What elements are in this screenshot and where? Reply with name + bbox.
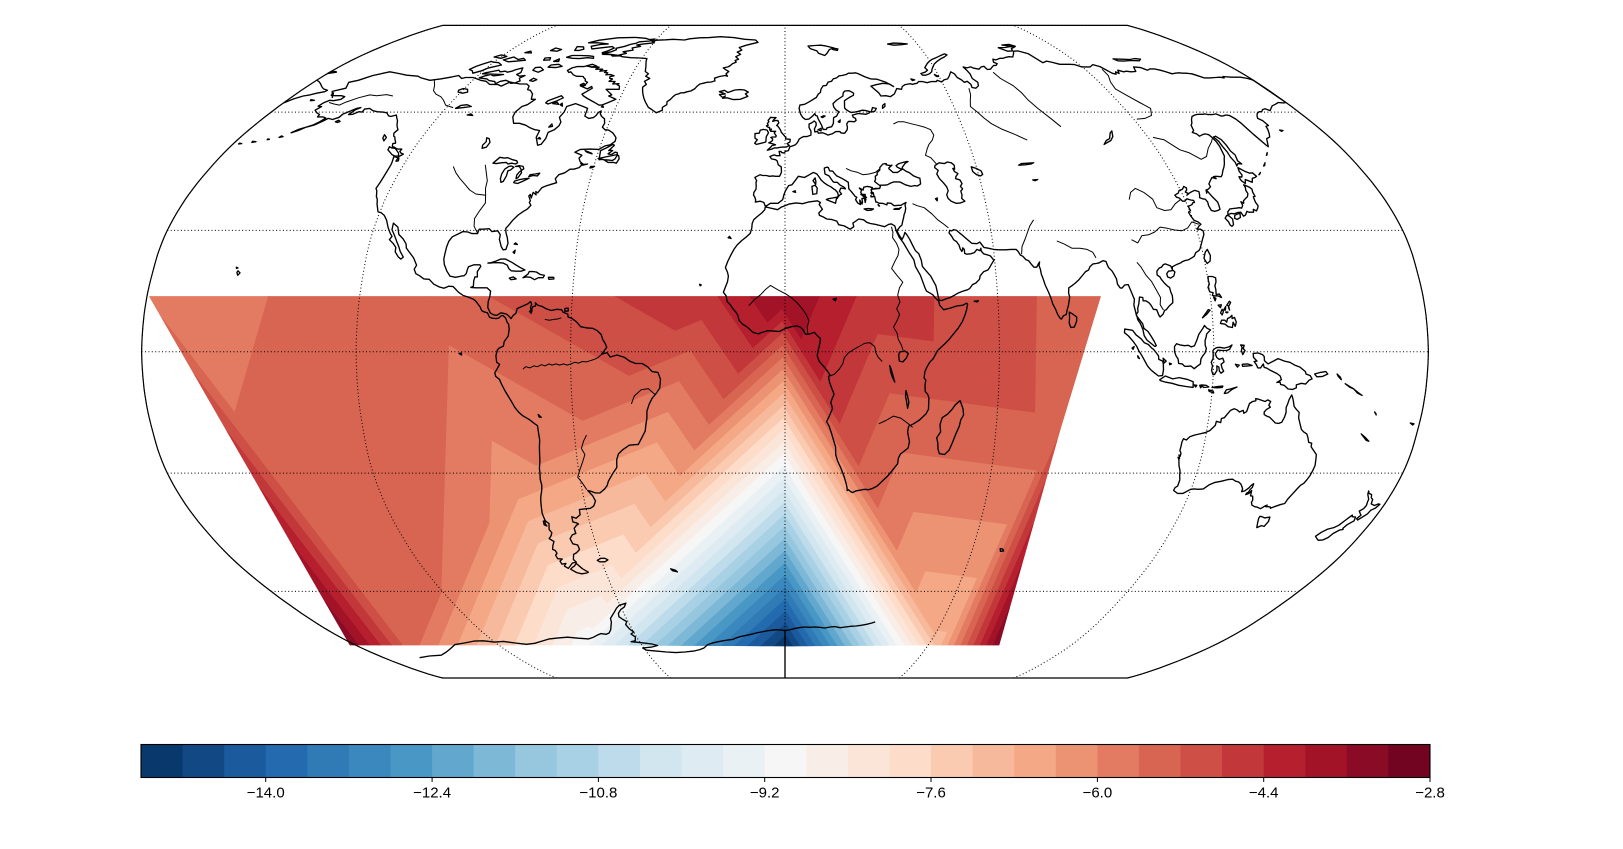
svg-text:−7.6: −7.6 [916,785,946,802]
svg-text:−10.8: −10.8 [579,785,617,802]
svg-text:−4.4: −4.4 [1249,785,1279,802]
svg-text:−2.8: −2.8 [1415,785,1445,802]
svg-text:−6.0: −6.0 [1083,785,1113,802]
svg-text:−9.2: −9.2 [750,785,780,802]
svg-text:−14.0: −14.0 [247,785,285,802]
svg-text:−12.4: −12.4 [413,785,451,802]
